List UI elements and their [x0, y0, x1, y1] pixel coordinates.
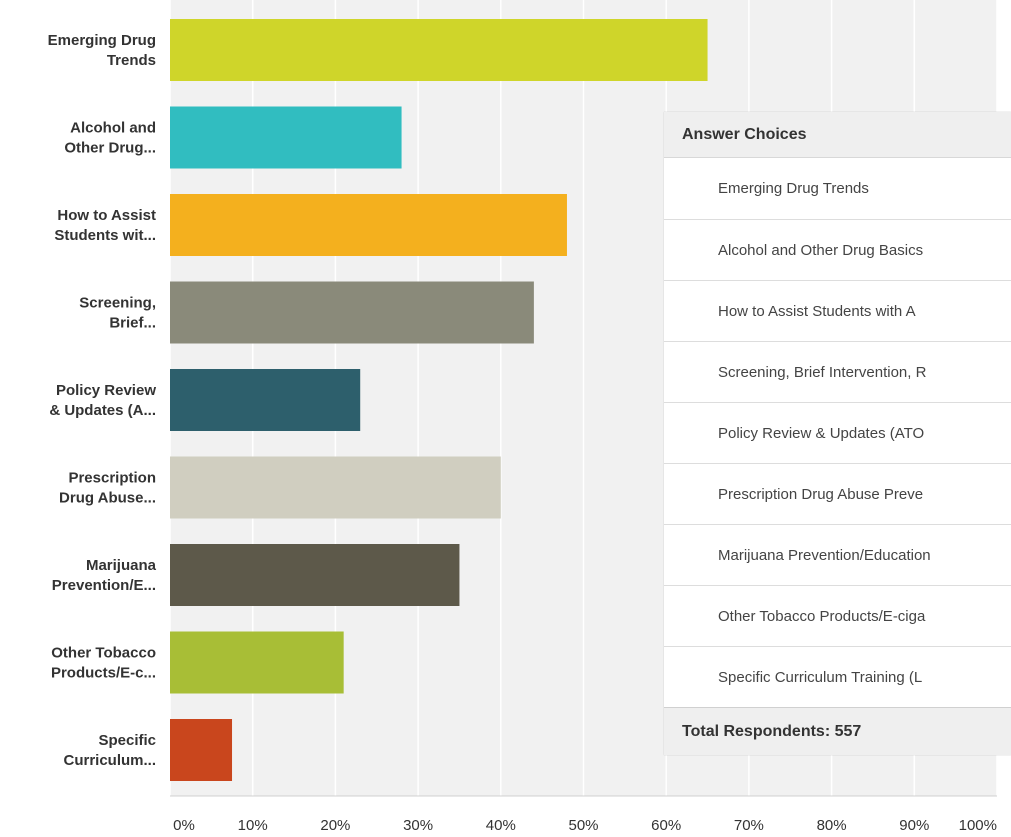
- table-row: Prescription Drug Abuse Preve: [664, 463, 1011, 524]
- category-label: Other Tobacco: [51, 645, 156, 662]
- table-row: Marijuana Prevention/Education: [664, 524, 1011, 585]
- category-label: Specific: [98, 732, 156, 749]
- x-tick-label: 0%: [173, 817, 195, 834]
- category-label: Marijuana: [86, 557, 157, 574]
- x-tick-label: 50%: [568, 817, 598, 834]
- table-row: How to Assist Students with A: [664, 280, 1011, 341]
- bar[interactable]: [170, 631, 344, 694]
- table-row: Other Tobacco Products/E-ciga: [664, 585, 1011, 646]
- category-label: Emerging Drug: [48, 32, 156, 49]
- table-row: Specific Curriculum Training (L: [664, 646, 1011, 707]
- table-row: Policy Review & Updates (ATO: [664, 402, 1011, 463]
- category-label: Screening,: [79, 295, 156, 312]
- category-label: Products/E-c...: [51, 665, 156, 682]
- x-tick-label: 70%: [734, 817, 764, 834]
- bar[interactable]: [170, 369, 361, 431]
- answer-choice-label: Emerging Drug Trends: [718, 180, 869, 197]
- bar[interactable]: [170, 281, 534, 344]
- category-label: Policy Review: [56, 382, 156, 399]
- bar[interactable]: [170, 719, 233, 781]
- x-tick-label: 20%: [320, 817, 350, 834]
- bar[interactable]: [170, 456, 501, 519]
- answer-choice-label: Screening, Brief Intervention, R: [718, 363, 927, 381]
- table-footer-row: Total Respondents: 557: [664, 707, 1011, 755]
- x-tick-label: 60%: [651, 817, 681, 834]
- x-tick-label: 100%: [959, 817, 997, 834]
- category-label: Trends: [107, 52, 156, 69]
- category-label: Prevention/E...: [52, 577, 156, 594]
- category-label: Curriculum...: [63, 752, 156, 769]
- answer-choice-label: Marijuana Prevention/Education: [718, 546, 931, 564]
- answer-choices-table: Answer Choices Emerging Drug Trends Alcoh…: [664, 112, 1011, 755]
- category-label: Brief...: [109, 315, 156, 332]
- x-tick-label: 90%: [899, 817, 929, 834]
- category-label: Students wit...: [54, 227, 156, 244]
- answer-choice-label: How to Assist Students with A: [718, 302, 916, 320]
- x-tick-label: 30%: [403, 817, 433, 834]
- category-label: Alcohol and: [70, 120, 156, 137]
- table-row: Emerging Drug Trends: [664, 158, 1011, 219]
- answer-choice-label: Other Tobacco Products/E-ciga: [718, 607, 926, 625]
- category-label: Prescription: [68, 470, 156, 487]
- answer-choice-label: Specific Curriculum Training (L: [718, 668, 923, 686]
- category-label: Drug Abuse...: [59, 490, 156, 507]
- table-header-label: Answer Choices: [682, 125, 807, 143]
- bar[interactable]: [170, 106, 402, 169]
- x-tick-label: 80%: [817, 817, 847, 834]
- bar[interactable]: [170, 19, 708, 81]
- table-header-row: Answer Choices: [664, 112, 1011, 158]
- answer-choice-label: Policy Review & Updates (ATO: [718, 424, 925, 442]
- bar[interactable]: [170, 544, 460, 606]
- x-tick-label: 40%: [486, 817, 516, 834]
- table-row: Alcohol and Other Drug Basics: [664, 219, 1011, 280]
- total-respondents-label: Total Respondents: 557: [682, 722, 862, 740]
- answer-choice-label: Prescription Drug Abuse Preve: [718, 485, 924, 503]
- table-row: Screening, Brief Intervention, R: [664, 341, 1011, 402]
- answer-choice-label: Alcohol and Other Drug Basics: [718, 241, 924, 259]
- bar[interactable]: [170, 194, 567, 256]
- x-tick-label: 10%: [238, 817, 268, 834]
- category-label: How to Assist: [57, 207, 156, 224]
- category-label: & Updates (A...: [49, 402, 156, 419]
- category-label: Other Drug...: [64, 140, 156, 157]
